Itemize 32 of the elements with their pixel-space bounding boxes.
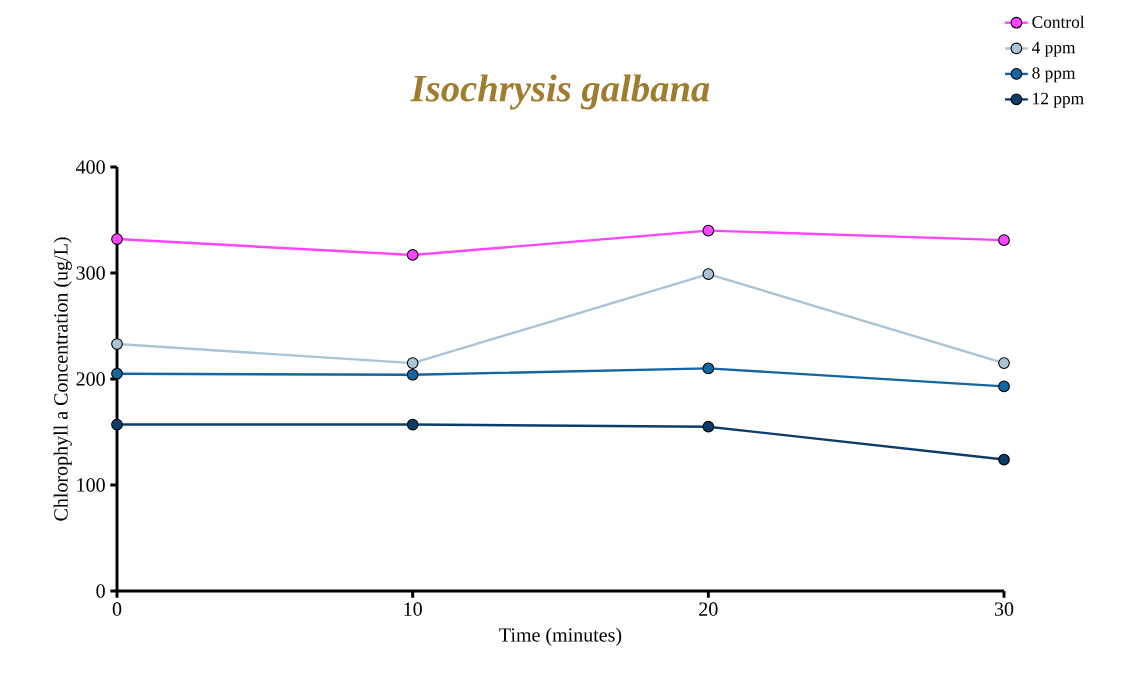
y-tick-label: 400 [76, 160, 105, 174]
legend-label: Control [1032, 15, 1085, 28]
point [998, 380, 1010, 393]
y-tick-label: 300 [76, 266, 105, 280]
point [111, 338, 123, 350]
point [111, 233, 123, 245]
point [702, 362, 715, 375]
legend-label: 4 ppm [1031, 41, 1076, 57]
point [702, 420, 715, 433]
point [111, 418, 123, 431]
point [111, 367, 123, 380]
chart-title: Isochrysis galbana [410, 74, 710, 110]
point [998, 357, 1010, 369]
point [406, 368, 419, 381]
point [998, 453, 1010, 466]
point [702, 268, 715, 280]
x-axis-title: Time (minutes) [499, 627, 622, 646]
point [406, 357, 419, 369]
legend-label: 12 ppm [1033, 92, 1084, 108]
point [998, 234, 1010, 246]
point [406, 418, 419, 431]
y-tick-label: 100 [77, 478, 105, 492]
x-tick-label: 20 [699, 602, 718, 616]
x-tick-label: 0 [112, 602, 122, 616]
x-tick-label: 10 [404, 602, 422, 616]
point [406, 249, 419, 261]
point [702, 224, 715, 237]
legend-label: 8 ppm [1032, 67, 1076, 83]
y-tick-label: 200 [76, 372, 105, 386]
y-axis-title: Chlorophyll a Concentration (ug/L) [53, 237, 72, 521]
y-tick-label: 0 [96, 584, 105, 598]
x-tick-label: 30 [994, 602, 1014, 616]
